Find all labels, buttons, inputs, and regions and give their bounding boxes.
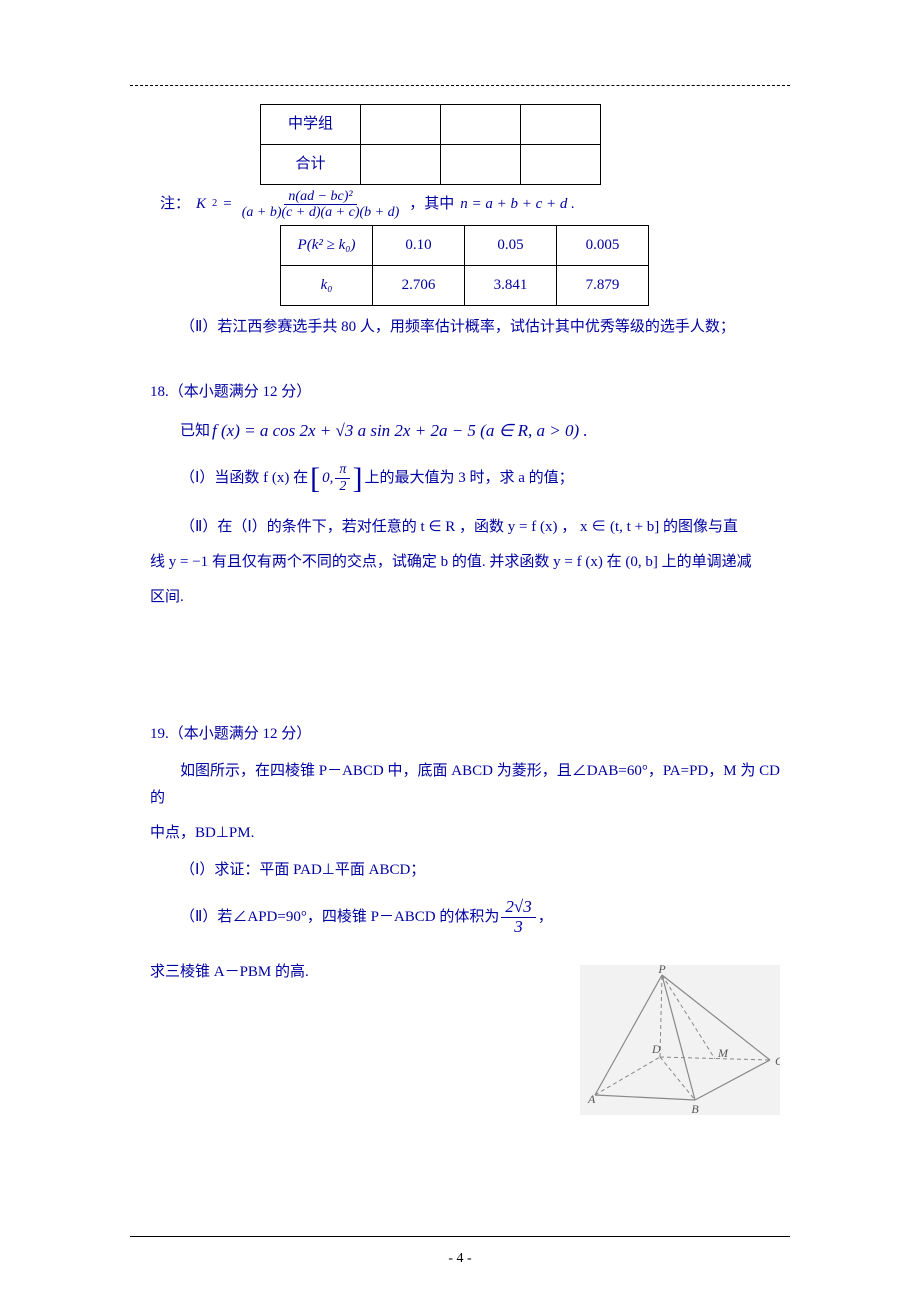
t2-r2-c3: 7.879 <box>557 265 649 305</box>
fig-label-C: C <box>775 1054 780 1068</box>
k2-denominator: (a + b)(c + d)(a + c)(b + d) <box>238 205 404 220</box>
t1-r1-c1 <box>361 105 441 145</box>
t1-r1-c2 <box>441 105 521 145</box>
q19-frac: 2√3 3 <box>501 898 535 936</box>
t2-r1-c2: 0.05 <box>465 225 557 265</box>
fig-label-P: P <box>657 965 666 976</box>
q19-title: 19.（本小题满分 12 分） <box>150 721 790 748</box>
k2-symbol: K <box>196 191 206 218</box>
t2-r2-c2: 3.841 <box>465 265 557 305</box>
pyramid-figure: P A B C D M <box>580 965 780 1115</box>
t1-r2-c3 <box>521 145 601 185</box>
q18-fx: f (x) = a cos 2x + √3 a sin 2x + 2a − 5 … <box>212 416 588 447</box>
k2-fraction: n(ad − bc)² (a + b)(c + d)(a + c)(b + d) <box>238 189 404 221</box>
q19-p1: （Ⅰ）求证：平面 PAD⊥平面 ABCD； <box>150 857 790 884</box>
q19-intro-b: 中点，BD⊥PM. <box>150 820 790 847</box>
t2-r2-h: k₀ <box>281 265 373 305</box>
fig-label-A: A <box>587 1092 596 1106</box>
k2-after: ，其中 <box>409 191 454 218</box>
q18-pi2-num: π <box>335 462 350 478</box>
t1-r2-c1 <box>361 145 441 185</box>
q18-p1-pre: （Ⅰ）当函数 f (x) 在 <box>180 465 308 492</box>
t2-r1-c1: 0.10 <box>373 225 465 265</box>
fig-label-D: D <box>651 1042 661 1056</box>
q19-frac-num: 2√3 <box>501 898 535 918</box>
t1-r2-header: 合计 <box>261 145 361 185</box>
q18-rbracket: ] <box>352 465 362 492</box>
t1-r1-header: 中学组 <box>261 105 361 145</box>
t1-r2-c2 <box>441 145 521 185</box>
q18-pi2-den: 2 <box>335 479 350 494</box>
q19-intro-a: 如图所示，在四棱锥 P－ABCD 中，底面 ABCD 为菱形，且∠DAB=60°… <box>150 758 790 812</box>
t1-r1-c3 <box>521 105 601 145</box>
t2-r1-h: P(k² ≥ k₀) <box>281 225 373 265</box>
note-label: 注： <box>160 191 190 218</box>
q18-given-pre: 已知 <box>180 418 210 445</box>
q19-p2-post: ， <box>538 904 553 931</box>
q18-p2b: 线 y = −1 有且仅有两个不同的交点，试确定 b 的值. 并求函数 y = … <box>150 549 790 576</box>
q18-p2a: （Ⅱ）在（Ⅰ）的条件下，若对任意的 t ∈ R ，函数 y = f (x) ， … <box>150 514 790 541</box>
q18-zero: 0, <box>322 465 333 492</box>
k2-exp: 2 <box>212 195 217 214</box>
fig-label-B: B <box>691 1102 699 1115</box>
t2-r1-c3: 0.005 <box>557 225 649 265</box>
page-number: - 4 - <box>0 1251 920 1267</box>
q18-p1-post: 上的最大值为 3 时，求 a 的值； <box>364 465 573 492</box>
para-II: （Ⅱ）若江西参赛选手共 80 人，用频率估计概率，试估计其中优秀等级的选手人数； <box>150 314 790 341</box>
fig-label-M: M <box>717 1046 729 1060</box>
q18-p2c: 区间. <box>150 584 790 611</box>
q19-p2-pre: （Ⅱ）若∠APD=90°，四棱锥 P－ABCD 的体积为 <box>180 904 499 931</box>
q18-title: 18.（本小题满分 12 分） <box>150 379 790 406</box>
t2-r2-c1: 2.706 <box>373 265 465 305</box>
q18-lbracket: [ <box>310 465 320 492</box>
k2-n: n = a + b + c + d . <box>460 191 575 218</box>
q18-pi2: π 2 <box>335 462 350 494</box>
k2-numerator: n(ad − bc)² <box>284 189 356 205</box>
q19-frac-den: 3 <box>510 918 527 937</box>
k2-eq: = <box>223 191 231 218</box>
